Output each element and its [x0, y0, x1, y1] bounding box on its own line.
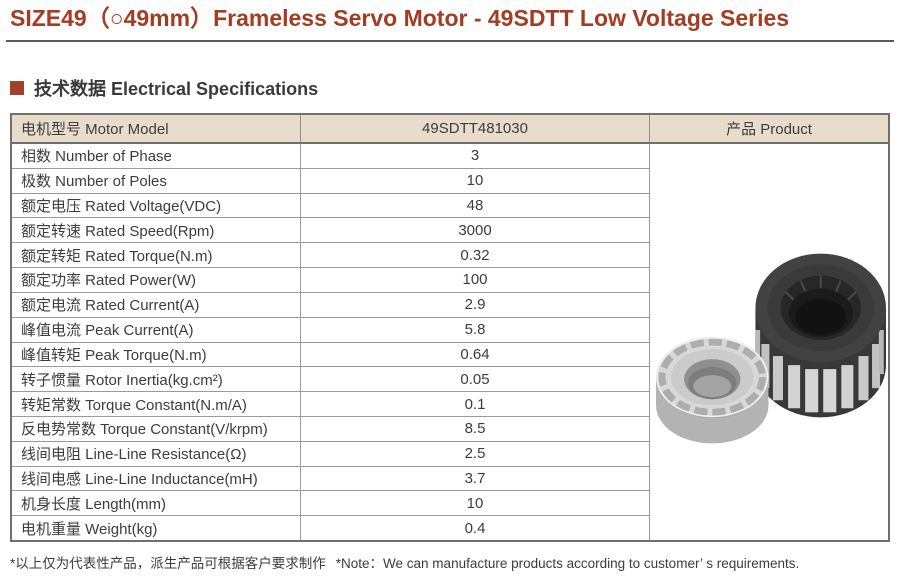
spec-label: 电机重量 Weight(kg): [21, 520, 158, 538]
table-row: 反电势常数 Torque Constant(V/krpm) 8.5: [12, 415, 649, 441]
spec-value: 8.5: [300, 416, 649, 441]
spec-label: 额定功率 Rated Power(W): [21, 272, 197, 290]
spec-value: 2.5: [300, 441, 649, 466]
spec-value: 0.64: [300, 342, 649, 367]
footnote-en: *Note：We can manufacture products accord…: [335, 556, 800, 571]
spec-value: 10: [300, 168, 649, 193]
spec-value: 3000: [300, 218, 649, 243]
spec-label: 转矩常数 Torque Constant(N.m/A): [21, 396, 247, 414]
rotor-image: [656, 336, 769, 444]
table-row: 额定电流 Rated Current(A) 2.9: [12, 291, 649, 317]
spec-label: 极数 Number of Poles: [21, 173, 167, 191]
table-row: 线间电阻 Line-Line Resistance(Ω) 2.5: [12, 440, 649, 466]
spec-label: 相数 Number of Phase: [21, 148, 172, 166]
spec-value: 0.32: [300, 243, 649, 268]
table-row: 相数 Number of Phase 3: [12, 144, 649, 168]
table-row: 额定功率 Rated Power(W) 100: [12, 267, 649, 292]
table-row: 额定转矩 Rated Torque(N.m) 0.32: [12, 242, 649, 268]
header-model-number: 49SDTT481030: [300, 115, 649, 142]
table-row: 峰值电流 Peak Current(A) 5.8: [12, 316, 649, 342]
table-row: 电机重量 Weight(kg) 0.4: [12, 515, 649, 540]
section-header: 技术数据 Electrical Specifications: [10, 75, 318, 101]
spec-label: 峰值电流 Peak Current(A): [21, 322, 194, 340]
header-product: 产品 Product: [649, 115, 888, 142]
spec-label: 额定转矩 Rated Torque(N.m): [21, 247, 213, 265]
spec-value: 0.05: [300, 367, 649, 392]
spec-value: 2.9: [300, 292, 649, 317]
spec-label: 转子惯量 Rotor Inertia(kg.cm²): [21, 371, 223, 389]
table-row: 额定电压 Rated Voltage(VDC) 48: [12, 192, 649, 218]
spec-label: 机身长度 Length(mm): [21, 495, 167, 513]
spec-value: 3: [300, 144, 649, 168]
table-row: 机身长度 Length(mm) 10: [12, 490, 649, 516]
spec-label: 反电势常数 Torque Constant(V/krpm): [21, 421, 268, 439]
table-row: 额定转速 Rated Speed(Rpm) 3000: [12, 217, 649, 243]
product-cell: [649, 144, 888, 540]
spec-value: 10: [300, 491, 649, 516]
table-body: 相数 Number of Phase 3 极数 Number of Poles 10 额…: [12, 144, 888, 540]
table-row: 峰值转矩 Peak Torque(N.m) 0.64: [12, 341, 649, 367]
product-image: [656, 253, 886, 444]
header-motor-model: 电机型号 Motor Model: [21, 121, 169, 138]
section-title: 技术数据 Electrical Specifications: [34, 79, 319, 99]
title-divider: [6, 40, 894, 42]
spec-label: 峰值转矩 Peak Torque(N.m): [21, 346, 207, 364]
spec-label: 额定转速 Rated Speed(Rpm): [21, 222, 215, 240]
table-row: 转子惯量 Rotor Inertia(kg.cm²) 0.05: [12, 366, 649, 392]
footnote-cn: *以上仅为代表性产品，派生产品可根据客户要求制作: [10, 556, 326, 571]
spec-value: 48: [300, 193, 649, 218]
spec-label: 线间电阻 Line-Line Resistance(Ω): [21, 446, 247, 464]
spec-value: 5.8: [300, 317, 649, 342]
table-header-row: 电机型号 Motor Model 49SDTT481030 产品 Product: [12, 115, 888, 144]
spec-label: 额定电压 Rated Voltage(VDC): [21, 198, 222, 216]
spec-value: 3.7: [300, 466, 649, 491]
spec-rows: 相数 Number of Phase 3 极数 Number of Poles 10 额…: [12, 144, 649, 540]
table-row: 极数 Number of Poles 10: [12, 167, 649, 193]
electrical-specs-table: 电机型号 Motor Model 49SDTT481030 产品 Product…: [10, 113, 890, 542]
spec-label: 线间电感 Line-Line Inductance(mH): [21, 470, 258, 488]
table-row: 线间电感 Line-Line Inductance(mH) 3.7: [12, 465, 649, 491]
stator-image: [755, 253, 886, 418]
spec-value: 100: [300, 268, 649, 292]
page-title: SIZE49（○49mm）Frameless Servo Motor - 49S…: [10, 5, 790, 31]
table-row: 转矩常数 Torque Constant(N.m/A) 0.1: [12, 391, 649, 416]
square-bullet-icon: [10, 81, 24, 95]
spec-label: 额定电流 Rated Current(A): [21, 297, 200, 315]
spec-value: 0.1: [300, 392, 649, 416]
footnote: *以上仅为代表性产品，派生产品可根据客户要求制作 *Note：We can man…: [10, 552, 894, 572]
spec-value: 0.4: [300, 516, 649, 540]
